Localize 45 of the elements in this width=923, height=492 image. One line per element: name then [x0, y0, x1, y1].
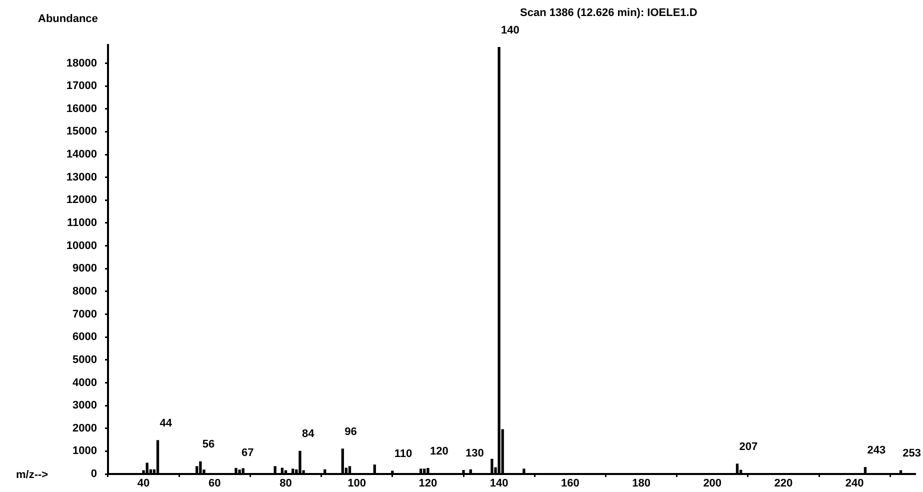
y-tick-label: 16000 — [66, 102, 97, 115]
y-tick-label: 3000 — [72, 400, 97, 412]
y-tick-label: 4000 — [72, 376, 97, 389]
annotation: 84 — [302, 428, 316, 440]
x-tick-label: 80 — [280, 478, 292, 490]
y-tick-label: 15000 — [66, 126, 97, 138]
y-tick-label: 18000 — [66, 57, 97, 70]
annotation: 44 — [160, 417, 173, 430]
annotation: 110 — [394, 448, 412, 460]
x-tick-label: 220 — [774, 478, 793, 490]
annotation: 120 — [430, 445, 448, 458]
y-tick-label: 13000 — [66, 171, 97, 184]
y-tick-label: 6000 — [72, 331, 97, 344]
y-tick-label: 7000 — [72, 308, 97, 320]
x-tick-label: 140 — [490, 478, 508, 490]
annotation: 253 — [902, 448, 922, 460]
y-tick-label: 17000 — [66, 80, 97, 92]
y-tick-label: 12000 — [66, 194, 97, 206]
y-tick-label: 9000 — [72, 262, 97, 275]
y-axis-title: Abundance — [38, 13, 98, 25]
annotation: 67 — [242, 446, 254, 459]
y-tick-label: 8000 — [72, 285, 97, 298]
annotation: 130 — [466, 447, 484, 460]
annotation: 207 — [739, 440, 758, 453]
x-tick-label: 60 — [208, 478, 221, 490]
x-tick-label: 240 — [845, 478, 864, 490]
y-tick-label: 1000 — [72, 445, 97, 458]
x-tick-label: 120 — [418, 478, 438, 490]
chart-title: Scan 1386 (12.626 min): IOELE1.D — [520, 7, 698, 19]
x-tick-label: 100 — [348, 478, 366, 490]
annotation: 243 — [867, 444, 886, 456]
annotation: 96 — [344, 426, 357, 438]
x-tick-label: 160 — [560, 478, 580, 490]
x-axis-title: m/z--> — [16, 469, 48, 481]
y-tick-label: 11000 — [67, 217, 97, 230]
y-tick-label: 5000 — [72, 354, 97, 366]
y-tick-label: 10000 — [66, 240, 97, 252]
x-tick-label: 180 — [632, 478, 650, 490]
y-tick-label: 0 — [90, 468, 97, 480]
x-tick-label: 40 — [137, 478, 150, 490]
x-tick-label: 200 — [703, 478, 722, 490]
annotation: 140 — [501, 24, 520, 36]
y-tick-label: 2000 — [72, 422, 97, 434]
y-tick-label: 14000 — [66, 148, 97, 161]
annotation: 56 — [202, 438, 215, 451]
